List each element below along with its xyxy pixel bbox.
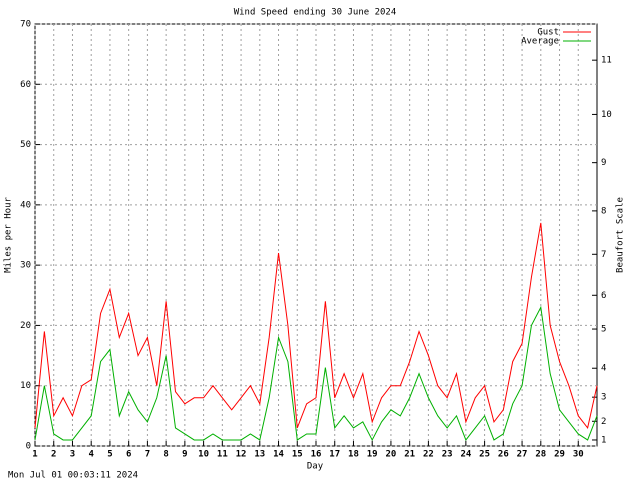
- y2-tick-label: 3: [601, 393, 606, 403]
- x-tick-label: 16: [311, 450, 322, 460]
- y2-tick-label: 7: [601, 250, 606, 260]
- x-tick-label: 18: [348, 450, 359, 460]
- legend-label: Gust: [537, 28, 559, 38]
- y-tick-label: 20: [20, 321, 31, 331]
- x-tick-label: 2: [51, 450, 56, 460]
- y2-tick-label: 11: [601, 56, 612, 66]
- y-tick-label: 40: [20, 200, 31, 210]
- x-tick-label: 15: [292, 450, 303, 460]
- x-tick-label: 10: [198, 450, 209, 460]
- y2-tick-label: 5: [601, 325, 606, 335]
- x-tick-label: 17: [329, 450, 340, 460]
- x-tick-label: 1: [32, 450, 37, 460]
- y-tick-label: 0: [26, 442, 31, 452]
- x-tick-label: 20: [386, 450, 397, 460]
- x-tick-label: 25: [479, 450, 490, 460]
- footer: Mon Jul 01 00:03:11 2024: [8, 471, 138, 480]
- x-tick-label: 14: [273, 450, 284, 460]
- y2-tick-label: 4: [601, 364, 606, 374]
- x-tick-label: 24: [460, 450, 471, 460]
- legend-label: Average: [521, 37, 559, 47]
- x-tick-label: 30: [573, 450, 584, 460]
- x-tick-label: 11: [217, 450, 228, 460]
- chart-title: Wind Speed ending 30 June 2024: [234, 8, 397, 18]
- y2-tick-label: 9: [601, 158, 606, 168]
- series-line: [34, 222, 598, 430]
- x-tick-label: 4: [88, 450, 94, 460]
- x-tick-label: 26: [498, 450, 509, 460]
- x-tick-label: 19: [367, 450, 378, 460]
- series-line: [34, 305, 598, 442]
- x-tick-label: 8: [163, 450, 168, 460]
- y2-tick-label: 8: [601, 206, 606, 216]
- y-tick-label: 50: [20, 140, 31, 150]
- y-axis-label: Miles per Hour: [4, 196, 14, 272]
- x-tick-label: 22: [423, 450, 434, 460]
- x-tick-label: 6: [126, 450, 131, 460]
- y2-tick-label: 6: [601, 291, 606, 301]
- y2-tick-label: 10: [601, 110, 612, 120]
- x-tick-label: 3: [70, 450, 75, 460]
- x-tick-label: 27: [517, 450, 528, 460]
- x-tick-label: 23: [442, 450, 453, 460]
- y-tick-label: 60: [20, 80, 31, 90]
- x-tick-label: 13: [254, 450, 265, 460]
- y-tick-label: 70: [20, 20, 31, 30]
- x-axis-label: Day: [307, 462, 324, 472]
- x-tick-label: 5: [107, 450, 112, 460]
- x-tick-label: 12: [236, 450, 247, 460]
- y-tick-label: 30: [20, 261, 31, 271]
- y2-tick-label: 1: [601, 435, 606, 445]
- x-tick-label: 29: [554, 450, 565, 460]
- x-tick-label: 7: [145, 450, 150, 460]
- y-tick-label: 10: [20, 381, 31, 391]
- y2-axis-label: Beaufort Scale: [616, 197, 626, 273]
- x-tick-label: 9: [182, 450, 187, 460]
- x-tick-label: 28: [535, 450, 546, 460]
- y2-tick-label: 2: [601, 417, 606, 427]
- x-tick-label: 21: [404, 450, 415, 460]
